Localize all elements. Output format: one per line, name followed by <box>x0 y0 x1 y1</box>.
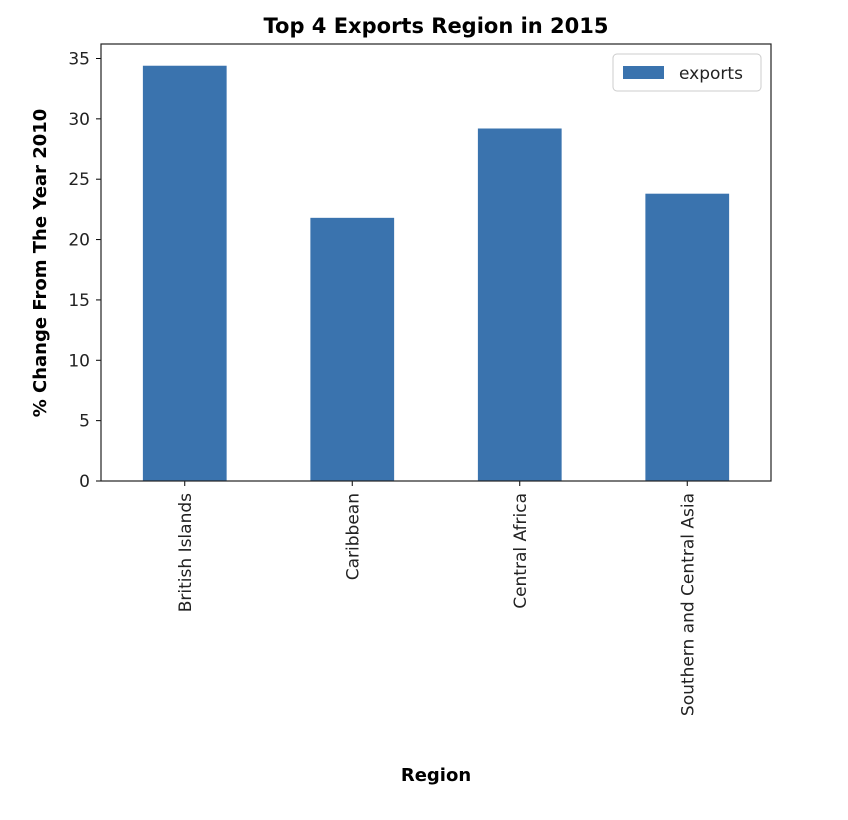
x-axis-label: Region <box>401 765 471 786</box>
y-tick-label: 25 <box>68 170 90 190</box>
y-tick-label: 5 <box>79 412 90 432</box>
y-tick-label: 15 <box>68 291 90 311</box>
bar-central-africa <box>477 128 562 481</box>
legend: exports <box>612 53 762 92</box>
y-axis-label: % Change From The Year 2010 <box>30 109 51 418</box>
plot-area: British Islands Caribbean Central Africa So… <box>68 43 772 716</box>
bar-southern-and-central-asia <box>645 193 730 481</box>
bar-british-islands <box>142 65 227 481</box>
y-tick-label: 20 <box>68 231 90 251</box>
y-tick-label: 35 <box>68 49 90 69</box>
y-tick-label: 30 <box>68 110 90 130</box>
bar-caribbean <box>310 217 395 481</box>
y-tick-label: 10 <box>68 351 90 371</box>
legend-box <box>612 53 762 92</box>
legend-swatch <box>623 66 664 79</box>
x-tick-label: Southern and Central Asia <box>678 493 698 716</box>
x-tick-label: Caribbean <box>343 493 363 580</box>
y-tick-label: 0 <box>79 472 90 492</box>
chart-title: Top 4 Exports Region in 2015 <box>263 14 608 38</box>
x-tick-label: Central Africa <box>511 493 531 609</box>
plot-frame <box>100 43 772 482</box>
x-tick-label: British Islands <box>176 493 196 612</box>
legend-label: exports <box>679 64 743 84</box>
